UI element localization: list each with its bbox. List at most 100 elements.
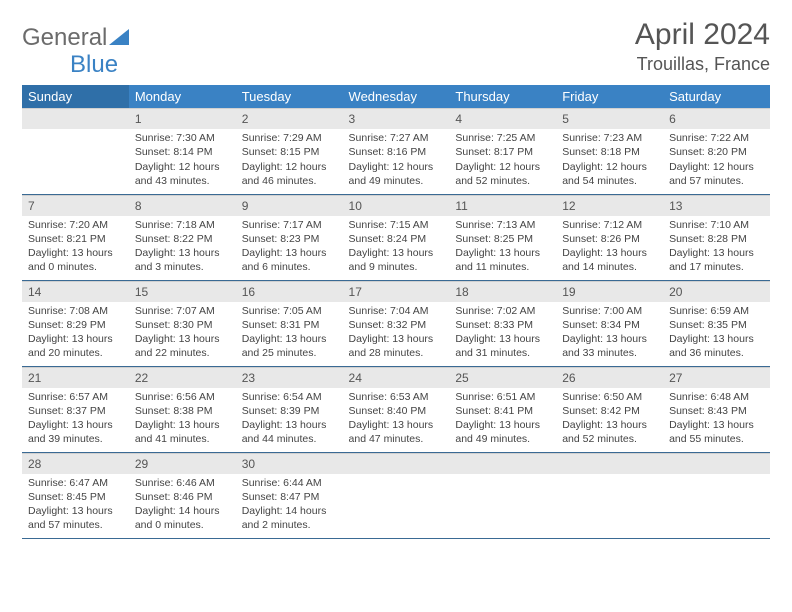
sunset-text: Sunset: 8:18 PM [562, 145, 657, 159]
sunrise-text: Sunrise: 7:25 AM [455, 131, 550, 145]
sunrise-text: Sunrise: 7:02 AM [455, 304, 550, 318]
daylight-text: Daylight: 13 hours and 31 minutes. [455, 332, 550, 360]
day-details: Sunrise: 7:29 AMSunset: 8:15 PMDaylight:… [236, 129, 343, 192]
day-number: 2 [236, 108, 343, 129]
day-number: 28 [22, 453, 129, 474]
day-number: 17 [343, 281, 450, 302]
sunrise-text: Sunrise: 7:17 AM [242, 218, 337, 232]
calendar-week-row: 28Sunrise: 6:47 AMSunset: 8:45 PMDayligh… [22, 452, 770, 538]
sunrise-text: Sunrise: 7:23 AM [562, 131, 657, 145]
calendar-day-cell: 25Sunrise: 6:51 AMSunset: 8:41 PMDayligh… [449, 366, 556, 452]
sunrise-text: Sunrise: 6:44 AM [242, 476, 337, 490]
logo: General [22, 24, 129, 52]
daylight-text: Daylight: 13 hours and 25 minutes. [242, 332, 337, 360]
day-details: Sunrise: 6:47 AMSunset: 8:45 PMDaylight:… [22, 474, 129, 537]
sunrise-text: Sunrise: 6:57 AM [28, 390, 123, 404]
daylight-text: Daylight: 13 hours and 20 minutes. [28, 332, 123, 360]
day-number: 12 [556, 195, 663, 216]
day-number: 21 [22, 367, 129, 388]
day-details: Sunrise: 7:22 AMSunset: 8:20 PMDaylight:… [663, 129, 770, 192]
weekday-header: Friday [556, 85, 663, 108]
daylight-text: Daylight: 13 hours and 11 minutes. [455, 246, 550, 274]
daylight-text: Daylight: 13 hours and 14 minutes. [562, 246, 657, 274]
day-details: Sunrise: 7:18 AMSunset: 8:22 PMDaylight:… [129, 216, 236, 279]
logo-triangle-icon [109, 27, 129, 50]
day-details: Sunrise: 6:44 AMSunset: 8:47 PMDaylight:… [236, 474, 343, 537]
daylight-text: Daylight: 13 hours and 33 minutes. [562, 332, 657, 360]
day-details: Sunrise: 6:53 AMSunset: 8:40 PMDaylight:… [343, 388, 450, 451]
calendar-empty-cell [449, 452, 556, 538]
sunrise-text: Sunrise: 6:50 AM [562, 390, 657, 404]
daylight-text: Daylight: 13 hours and 6 minutes. [242, 246, 337, 274]
sunset-text: Sunset: 8:31 PM [242, 318, 337, 332]
calendar-day-cell: 6Sunrise: 7:22 AMSunset: 8:20 PMDaylight… [663, 108, 770, 194]
day-details: Sunrise: 7:27 AMSunset: 8:16 PMDaylight:… [343, 129, 450, 192]
day-details: Sunrise: 7:17 AMSunset: 8:23 PMDaylight:… [236, 216, 343, 279]
calendar-empty-cell [663, 452, 770, 538]
day-number: 7 [22, 195, 129, 216]
sunrise-text: Sunrise: 7:00 AM [562, 304, 657, 318]
daylight-text: Daylight: 13 hours and 36 minutes. [669, 332, 764, 360]
sunset-text: Sunset: 8:46 PM [135, 490, 230, 504]
day-number: 5 [556, 108, 663, 129]
sunrise-text: Sunrise: 7:04 AM [349, 304, 444, 318]
calendar-day-cell: 18Sunrise: 7:02 AMSunset: 8:33 PMDayligh… [449, 280, 556, 366]
sunset-text: Sunset: 8:24 PM [349, 232, 444, 246]
day-number: 29 [129, 453, 236, 474]
weekday-header: Wednesday [343, 85, 450, 108]
calendar-day-cell: 14Sunrise: 7:08 AMSunset: 8:29 PMDayligh… [22, 280, 129, 366]
calendar-day-cell: 1Sunrise: 7:30 AMSunset: 8:14 PMDaylight… [129, 108, 236, 194]
day-details: Sunrise: 7:05 AMSunset: 8:31 PMDaylight:… [236, 302, 343, 365]
day-number: 19 [556, 281, 663, 302]
day-number: 20 [663, 281, 770, 302]
day-number: 14 [22, 281, 129, 302]
calendar-week-row: 1Sunrise: 7:30 AMSunset: 8:14 PMDaylight… [22, 108, 770, 194]
weekday-header: Tuesday [236, 85, 343, 108]
calendar-day-cell: 2Sunrise: 7:29 AMSunset: 8:15 PMDaylight… [236, 108, 343, 194]
sunset-text: Sunset: 8:43 PM [669, 404, 764, 418]
day-number: 11 [449, 195, 556, 216]
day-details: Sunrise: 6:57 AMSunset: 8:37 PMDaylight:… [22, 388, 129, 451]
daylight-text: Daylight: 13 hours and 22 minutes. [135, 332, 230, 360]
daylight-text: Daylight: 13 hours and 44 minutes. [242, 418, 337, 446]
weekday-header: Saturday [663, 85, 770, 108]
day-number: 10 [343, 195, 450, 216]
sunrise-text: Sunrise: 6:53 AM [349, 390, 444, 404]
day-number: 16 [236, 281, 343, 302]
day-details: Sunrise: 7:30 AMSunset: 8:14 PMDaylight:… [129, 129, 236, 192]
day-number: 27 [663, 367, 770, 388]
logo-text-blue: Blue [70, 51, 118, 78]
daylight-text: Daylight: 14 hours and 0 minutes. [135, 504, 230, 532]
day-details: Sunrise: 7:25 AMSunset: 8:17 PMDaylight:… [449, 129, 556, 192]
day-details: Sunrise: 7:13 AMSunset: 8:25 PMDaylight:… [449, 216, 556, 279]
daylight-text: Daylight: 13 hours and 41 minutes. [135, 418, 230, 446]
header: General April 2024 Trouillas, France [22, 18, 770, 75]
sunrise-text: Sunrise: 7:12 AM [562, 218, 657, 232]
day-details: Sunrise: 6:48 AMSunset: 8:43 PMDaylight:… [663, 388, 770, 451]
sunrise-text: Sunrise: 7:08 AM [28, 304, 123, 318]
day-number: 24 [343, 367, 450, 388]
sunset-text: Sunset: 8:35 PM [669, 318, 764, 332]
calendar-day-cell: 23Sunrise: 6:54 AMSunset: 8:39 PMDayligh… [236, 366, 343, 452]
daylight-text: Daylight: 13 hours and 9 minutes. [349, 246, 444, 274]
day-number: 22 [129, 367, 236, 388]
calendar-day-cell: 9Sunrise: 7:17 AMSunset: 8:23 PMDaylight… [236, 194, 343, 280]
calendar-day-cell: 26Sunrise: 6:50 AMSunset: 8:42 PMDayligh… [556, 366, 663, 452]
calendar-week-row: 21Sunrise: 6:57 AMSunset: 8:37 PMDayligh… [22, 366, 770, 452]
daylight-text: Daylight: 13 hours and 57 minutes. [28, 504, 123, 532]
day-details: Sunrise: 7:12 AMSunset: 8:26 PMDaylight:… [556, 216, 663, 279]
daylight-text: Daylight: 12 hours and 57 minutes. [669, 160, 764, 188]
sunrise-text: Sunrise: 7:20 AM [28, 218, 123, 232]
day-details: Sunrise: 6:59 AMSunset: 8:35 PMDaylight:… [663, 302, 770, 365]
calendar-day-cell: 20Sunrise: 6:59 AMSunset: 8:35 PMDayligh… [663, 280, 770, 366]
calendar-day-cell: 22Sunrise: 6:56 AMSunset: 8:38 PMDayligh… [129, 366, 236, 452]
sunrise-text: Sunrise: 7:10 AM [669, 218, 764, 232]
calendar-day-cell: 17Sunrise: 7:04 AMSunset: 8:32 PMDayligh… [343, 280, 450, 366]
daylight-text: Daylight: 13 hours and 17 minutes. [669, 246, 764, 274]
sunset-text: Sunset: 8:41 PM [455, 404, 550, 418]
sunset-text: Sunset: 8:47 PM [242, 490, 337, 504]
sunrise-text: Sunrise: 6:51 AM [455, 390, 550, 404]
day-details: Sunrise: 6:46 AMSunset: 8:46 PMDaylight:… [129, 474, 236, 537]
daylight-text: Daylight: 14 hours and 2 minutes. [242, 504, 337, 532]
daylight-text: Daylight: 13 hours and 0 minutes. [28, 246, 123, 274]
